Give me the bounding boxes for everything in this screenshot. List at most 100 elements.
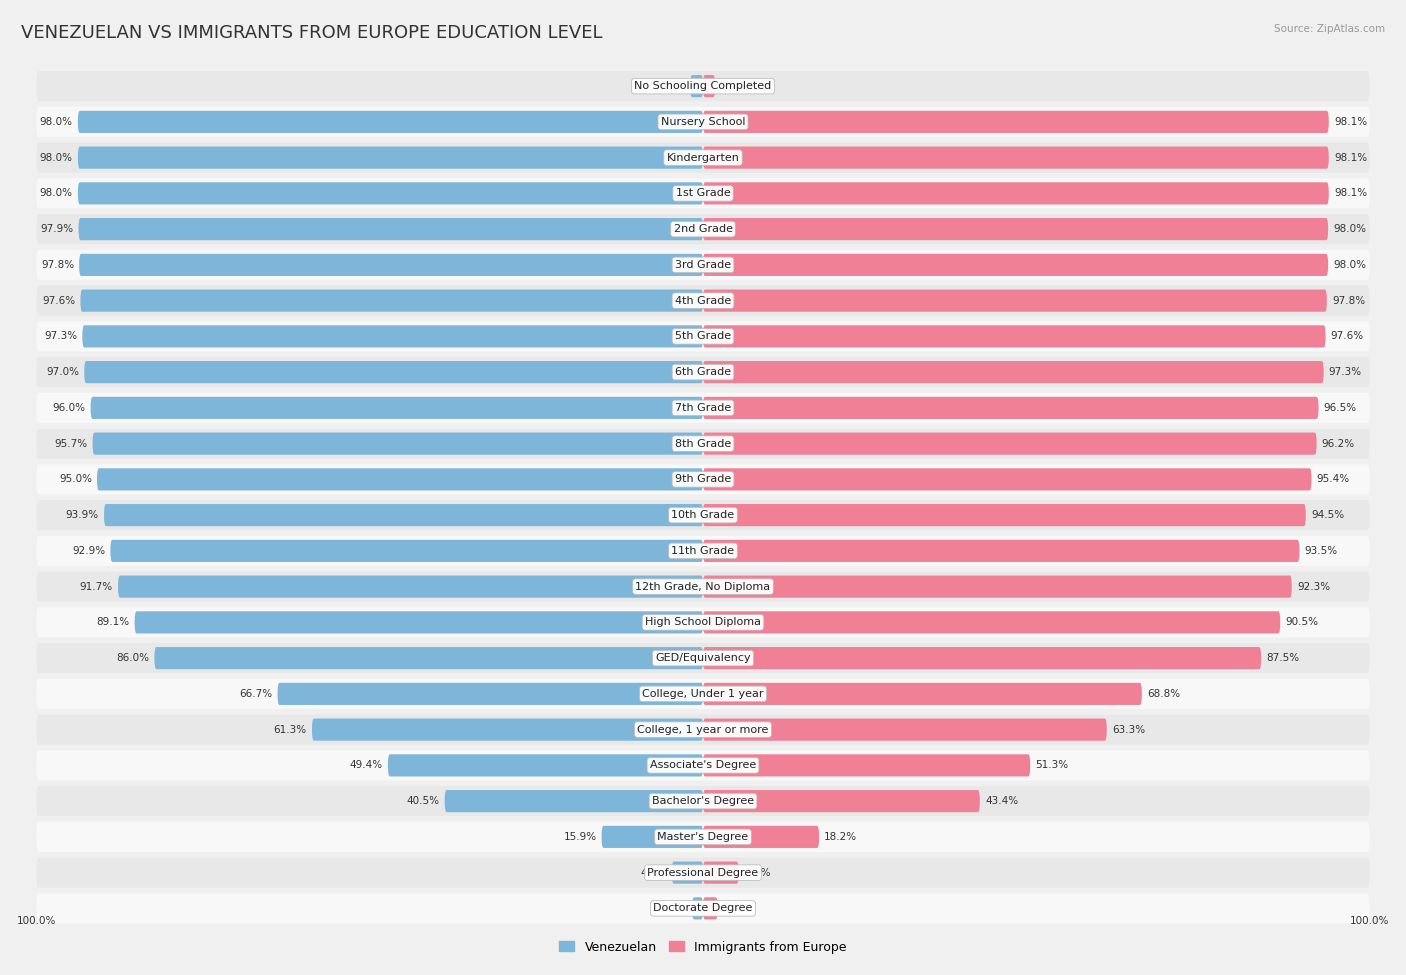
Text: 2.3%: 2.3% <box>723 904 749 914</box>
Text: 97.3%: 97.3% <box>1329 368 1362 377</box>
Text: Professional Degree: Professional Degree <box>647 868 759 878</box>
Text: 11th Grade: 11th Grade <box>672 546 734 556</box>
Text: 15.9%: 15.9% <box>564 832 596 841</box>
FancyBboxPatch shape <box>37 250 1369 280</box>
FancyBboxPatch shape <box>37 500 1369 530</box>
FancyBboxPatch shape <box>37 536 1369 565</box>
Text: 91.7%: 91.7% <box>80 582 112 592</box>
Text: 100.0%: 100.0% <box>17 916 56 925</box>
Text: 63.3%: 63.3% <box>1112 724 1144 734</box>
Text: 90.5%: 90.5% <box>1285 617 1319 627</box>
Text: 66.7%: 66.7% <box>239 689 273 699</box>
FancyBboxPatch shape <box>37 679 1369 709</box>
Text: 6th Grade: 6th Grade <box>675 368 731 377</box>
Text: Master's Degree: Master's Degree <box>658 832 748 841</box>
FancyBboxPatch shape <box>703 504 1306 526</box>
FancyBboxPatch shape <box>37 107 1369 136</box>
Text: 92.9%: 92.9% <box>72 546 105 556</box>
FancyBboxPatch shape <box>118 575 703 598</box>
Text: No Schooling Completed: No Schooling Completed <box>634 81 772 91</box>
Text: 5.6%: 5.6% <box>744 868 770 878</box>
Text: 98.0%: 98.0% <box>39 117 73 127</box>
FancyBboxPatch shape <box>77 146 703 169</box>
Legend: Venezuelan, Immigrants from Europe: Venezuelan, Immigrants from Europe <box>554 936 852 958</box>
FancyBboxPatch shape <box>703 790 980 812</box>
Text: 2nd Grade: 2nd Grade <box>673 224 733 234</box>
Text: Source: ZipAtlas.com: Source: ZipAtlas.com <box>1274 24 1385 34</box>
FancyBboxPatch shape <box>93 433 703 454</box>
FancyBboxPatch shape <box>703 862 738 883</box>
Text: 1st Grade: 1st Grade <box>676 188 730 198</box>
Text: 4.9%: 4.9% <box>640 868 666 878</box>
FancyBboxPatch shape <box>37 71 1369 101</box>
FancyBboxPatch shape <box>37 214 1369 244</box>
FancyBboxPatch shape <box>602 826 703 848</box>
Text: VENEZUELAN VS IMMIGRANTS FROM EUROPE EDUCATION LEVEL: VENEZUELAN VS IMMIGRANTS FROM EUROPE EDU… <box>21 24 603 42</box>
Text: 86.0%: 86.0% <box>117 653 149 663</box>
Text: 98.1%: 98.1% <box>1334 188 1367 198</box>
Text: 95.4%: 95.4% <box>1316 475 1350 485</box>
Text: Associate's Degree: Associate's Degree <box>650 760 756 770</box>
FancyBboxPatch shape <box>703 397 1319 419</box>
FancyBboxPatch shape <box>703 682 1142 705</box>
Text: 98.0%: 98.0% <box>1333 224 1367 234</box>
Text: College, 1 year or more: College, 1 year or more <box>637 724 769 734</box>
FancyBboxPatch shape <box>277 682 703 705</box>
Text: Kindergarten: Kindergarten <box>666 153 740 163</box>
Text: 96.0%: 96.0% <box>52 403 86 412</box>
Text: 61.3%: 61.3% <box>274 724 307 734</box>
FancyBboxPatch shape <box>388 755 703 776</box>
Text: 1.9%: 1.9% <box>720 81 747 91</box>
FancyBboxPatch shape <box>37 715 1369 745</box>
FancyBboxPatch shape <box>111 540 703 562</box>
Text: 3rd Grade: 3rd Grade <box>675 260 731 270</box>
Text: 7th Grade: 7th Grade <box>675 403 731 412</box>
Text: 98.1%: 98.1% <box>1334 153 1367 163</box>
FancyBboxPatch shape <box>37 178 1369 209</box>
FancyBboxPatch shape <box>37 357 1369 387</box>
FancyBboxPatch shape <box>692 897 703 919</box>
Text: 43.4%: 43.4% <box>986 797 1018 806</box>
FancyBboxPatch shape <box>703 719 1107 741</box>
Text: High School Diploma: High School Diploma <box>645 617 761 627</box>
FancyBboxPatch shape <box>703 326 1326 347</box>
FancyBboxPatch shape <box>703 755 1031 776</box>
Text: Doctorate Degree: Doctorate Degree <box>654 904 752 914</box>
FancyBboxPatch shape <box>37 644 1369 673</box>
FancyBboxPatch shape <box>703 75 716 98</box>
Text: 100.0%: 100.0% <box>1350 916 1389 925</box>
Text: 96.2%: 96.2% <box>1322 439 1355 448</box>
Text: 98.1%: 98.1% <box>1334 117 1367 127</box>
FancyBboxPatch shape <box>135 611 703 634</box>
Text: 87.5%: 87.5% <box>1267 653 1299 663</box>
FancyBboxPatch shape <box>37 786 1369 816</box>
Text: 93.5%: 93.5% <box>1305 546 1337 556</box>
Text: 95.0%: 95.0% <box>59 475 91 485</box>
FancyBboxPatch shape <box>90 397 703 419</box>
FancyBboxPatch shape <box>37 393 1369 423</box>
FancyBboxPatch shape <box>37 893 1369 923</box>
Text: 97.6%: 97.6% <box>42 295 76 305</box>
FancyBboxPatch shape <box>37 571 1369 602</box>
FancyBboxPatch shape <box>703 146 1329 169</box>
FancyBboxPatch shape <box>104 504 703 526</box>
FancyBboxPatch shape <box>703 826 820 848</box>
FancyBboxPatch shape <box>703 897 717 919</box>
FancyBboxPatch shape <box>37 607 1369 638</box>
Text: Nursery School: Nursery School <box>661 117 745 127</box>
Text: 94.5%: 94.5% <box>1310 510 1344 520</box>
FancyBboxPatch shape <box>703 611 1281 634</box>
FancyBboxPatch shape <box>37 858 1369 887</box>
FancyBboxPatch shape <box>703 290 1327 312</box>
FancyBboxPatch shape <box>703 647 1261 669</box>
FancyBboxPatch shape <box>83 326 703 347</box>
FancyBboxPatch shape <box>703 111 1329 133</box>
FancyBboxPatch shape <box>444 790 703 812</box>
Text: 93.9%: 93.9% <box>66 510 98 520</box>
FancyBboxPatch shape <box>97 468 703 490</box>
FancyBboxPatch shape <box>703 182 1329 205</box>
FancyBboxPatch shape <box>37 322 1369 351</box>
Text: 97.0%: 97.0% <box>46 368 79 377</box>
Text: 2.0%: 2.0% <box>659 81 685 91</box>
Text: 97.6%: 97.6% <box>1330 332 1364 341</box>
